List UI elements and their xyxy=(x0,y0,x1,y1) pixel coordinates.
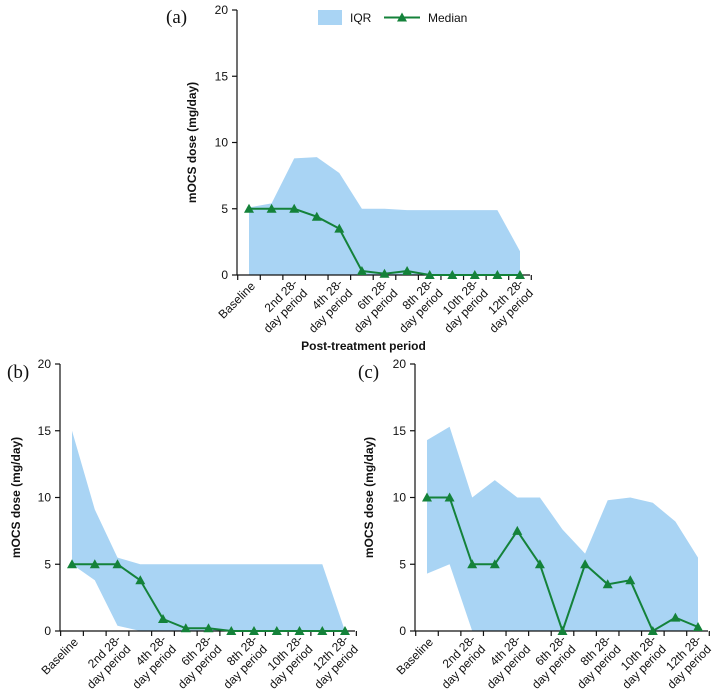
panel-a-xtick-label: 2nd 28-day period xyxy=(251,276,310,335)
panel-b-median-point xyxy=(203,623,214,633)
panel-c-xtick-label: 2nd 28-day period xyxy=(429,632,488,691)
panel-b-median-point xyxy=(317,626,328,635)
panel-c-median-point xyxy=(670,612,681,622)
legend-iqr-label: IQR xyxy=(350,11,372,25)
panel-b-xtick-label: 10th 28-day period xyxy=(256,632,315,691)
panel-b-xtick-label: 2nd 28-day period xyxy=(74,632,133,691)
panel-c-ytick-label: 0 xyxy=(399,624,406,638)
panel-a-xtick-label: 6th 28-day period xyxy=(341,276,400,335)
panel-b-ytick-label: 5 xyxy=(44,557,51,571)
panel-a-xtick-label: 4th 28-day period xyxy=(296,276,355,335)
panel-b-ylabel: mOCS dose (mg/day) xyxy=(9,437,23,558)
panel-c-ytick-label: 20 xyxy=(393,357,407,371)
legend-iqr-swatch xyxy=(318,10,342,25)
panel-c-ytick-label: 5 xyxy=(399,557,406,571)
panel-b-label: (b) xyxy=(7,362,29,383)
panel-a-ytick-label: 20 xyxy=(215,3,229,17)
panel-b-median-point xyxy=(112,559,123,569)
panel-b-median-point xyxy=(294,626,305,635)
panel-c-xtick-label: 8th 28-day period xyxy=(564,632,623,691)
panel-c-median-point xyxy=(647,626,658,635)
panel-a-ytick-label: 5 xyxy=(221,202,228,216)
panel-a-median-point xyxy=(402,266,413,275)
panel-c-median-point xyxy=(580,559,591,569)
panel-c-median-point xyxy=(512,525,523,535)
panel-b-ytick-label: 20 xyxy=(38,357,52,371)
panel-a-median-point xyxy=(379,268,390,278)
panel-a-median-point xyxy=(244,203,254,213)
panel-a-median-point xyxy=(424,270,435,279)
panel-c-iqr-band xyxy=(427,426,698,631)
legend-median-label: Median xyxy=(428,11,467,25)
panel-a-xtick-label: 12th 28-day period xyxy=(477,276,536,335)
legend: IQR Median xyxy=(318,10,467,25)
panel-b-xtick-label: 4th 28-day period xyxy=(120,632,179,691)
panel-c-ylabel: mOCS dose (mg/day) xyxy=(362,437,376,558)
panel-a-median-point xyxy=(492,270,503,279)
panel-a-median-point xyxy=(469,270,480,279)
panel-b: 0 5 10 15 20 Baseline 2nd 28-day period 4th 28-… xyxy=(7,357,361,692)
panel-a-median-point xyxy=(289,203,300,213)
panel-a-median-point xyxy=(356,266,367,275)
panel-a-xtick-label: 8th 28-day period xyxy=(386,276,445,335)
panel-c-median-point xyxy=(625,575,636,585)
panel-c-ytick-label: 15 xyxy=(393,424,407,438)
panel-a-xlabel: Post-treatment period xyxy=(301,339,426,353)
panel-b-xtick-label: 12th 28-day period xyxy=(302,632,361,691)
panel-c-xtick-label: 6th 28-day period xyxy=(519,632,578,691)
panel-b-median-point xyxy=(158,614,168,623)
panel-b-xtick-label: 6th 28-day period xyxy=(165,632,224,691)
panel-a-ytick-label: 0 xyxy=(221,268,228,282)
panel-a-median-point xyxy=(515,270,525,279)
panel-c-ytick-label: 10 xyxy=(393,491,407,505)
panel-a-median-point xyxy=(334,223,345,233)
panel-b-xtick-label: Baseline xyxy=(39,635,82,678)
panel-b-median-point xyxy=(249,626,259,635)
panel-c-median-point xyxy=(489,559,500,569)
panel-c-median-point xyxy=(444,492,455,502)
panel-b-ytick-label: 10 xyxy=(38,491,52,505)
panel-a-ytick-label: 15 xyxy=(215,69,229,83)
panel-c-median-point xyxy=(422,492,432,502)
panel-c-xtick-label: Baseline xyxy=(394,635,437,678)
panel-c-label: (c) xyxy=(358,362,379,383)
panel-c-xtick-label: 4th 28-day period xyxy=(474,632,533,691)
panel-a-median-point xyxy=(266,203,277,213)
panel-a-median-point xyxy=(447,270,458,279)
panel-b-median-point xyxy=(271,626,282,635)
panel-b-xtick-label: 8th 28-day period xyxy=(211,632,270,691)
panel-a-label: (a) xyxy=(166,7,187,28)
panel-a-iqr-band xyxy=(249,157,520,275)
panel-c-median-point xyxy=(557,626,568,635)
panel-b-median-point xyxy=(340,626,350,635)
panel-b-ytick-label: 0 xyxy=(44,624,51,638)
panel-a-ytick-label: 10 xyxy=(215,136,229,150)
panel-b-median-point xyxy=(226,626,237,635)
panel-b-median-point xyxy=(180,623,191,633)
legend-median-marker xyxy=(397,12,407,22)
panel-a-xtick-label: Baseline xyxy=(216,279,259,322)
panel-c-median-point xyxy=(534,559,545,569)
panel-a-xtick-label: 10th 28-day period xyxy=(431,276,490,335)
panel-c-xtick-label: 12th 28-day period xyxy=(655,632,714,691)
panel-a-ylabel: mOCS dose (mg/day) xyxy=(185,82,199,203)
panel-c-median-point xyxy=(693,622,703,631)
panel-b-iqr-band xyxy=(72,430,345,631)
panel-b-median-point xyxy=(67,559,77,569)
panel-b-ytick-label: 15 xyxy=(38,424,52,438)
panel-c-xtick-label: 10th 28-day period xyxy=(609,632,668,691)
panel-a-median-point xyxy=(311,211,322,221)
panel-c-median-point xyxy=(467,559,478,569)
panel-b-median-point xyxy=(89,559,100,569)
panel-b-median-point xyxy=(135,575,146,585)
panel-c-median-point xyxy=(602,579,613,589)
